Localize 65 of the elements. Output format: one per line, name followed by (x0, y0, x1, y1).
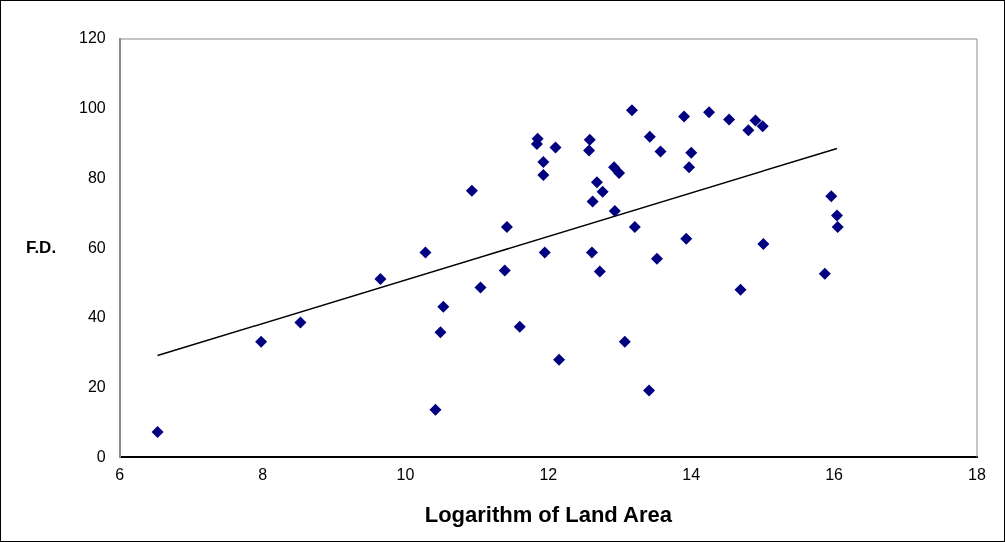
point (549, 141, 562, 154)
y-tick-label: 100 (78, 99, 106, 117)
point (474, 281, 487, 294)
point (434, 326, 447, 339)
point (756, 120, 769, 133)
point (596, 185, 609, 198)
point (553, 353, 566, 366)
point (294, 316, 307, 329)
point (825, 190, 838, 203)
point (618, 335, 631, 348)
point (583, 144, 596, 157)
point (742, 124, 755, 137)
point (537, 156, 550, 169)
x-tick-label: 12 (539, 466, 558, 484)
point (650, 252, 663, 265)
point (374, 272, 387, 285)
x-tick-label: 14 (682, 466, 701, 484)
point (498, 264, 511, 277)
y-tick-label: 20 (87, 378, 106, 396)
point (613, 166, 626, 179)
y-tick-label: 0 (96, 447, 106, 465)
point (818, 267, 831, 280)
point (749, 114, 762, 127)
x-tick-label: 10 (396, 466, 415, 484)
point (585, 246, 598, 259)
x-tick-label: 18 (968, 466, 986, 484)
point (419, 246, 432, 259)
point (537, 168, 550, 181)
point (590, 176, 603, 189)
point (500, 220, 513, 233)
point (586, 195, 599, 208)
point (465, 184, 478, 197)
y-tick-label: 60 (87, 238, 106, 256)
point (685, 146, 698, 159)
point (151, 425, 164, 438)
y-tick-label: 80 (87, 168, 106, 186)
x-tick-label: 16 (825, 466, 844, 484)
point (654, 145, 667, 158)
y-tick-label: 120 (78, 29, 106, 47)
point (831, 220, 844, 233)
point (513, 320, 526, 333)
point (538, 246, 551, 259)
point (723, 113, 736, 126)
point (608, 204, 621, 217)
point (628, 220, 641, 233)
x-tick-label: 6 (115, 466, 125, 484)
point (734, 283, 747, 296)
x-tick-label: 8 (258, 466, 268, 484)
point (678, 110, 691, 123)
point (683, 161, 696, 174)
point (593, 265, 606, 278)
x-axis-title: Logarithm of Land Area (424, 501, 673, 527)
point (429, 403, 442, 416)
y-axis-title: F.D. (25, 237, 57, 257)
point (583, 133, 596, 146)
y-tick-label: 40 (87, 308, 106, 326)
point (757, 238, 770, 251)
point (643, 130, 656, 143)
point (643, 384, 656, 397)
point (625, 104, 638, 117)
point (703, 106, 716, 119)
point (830, 209, 843, 222)
point (437, 300, 450, 313)
point (255, 335, 268, 348)
point (680, 232, 693, 245)
